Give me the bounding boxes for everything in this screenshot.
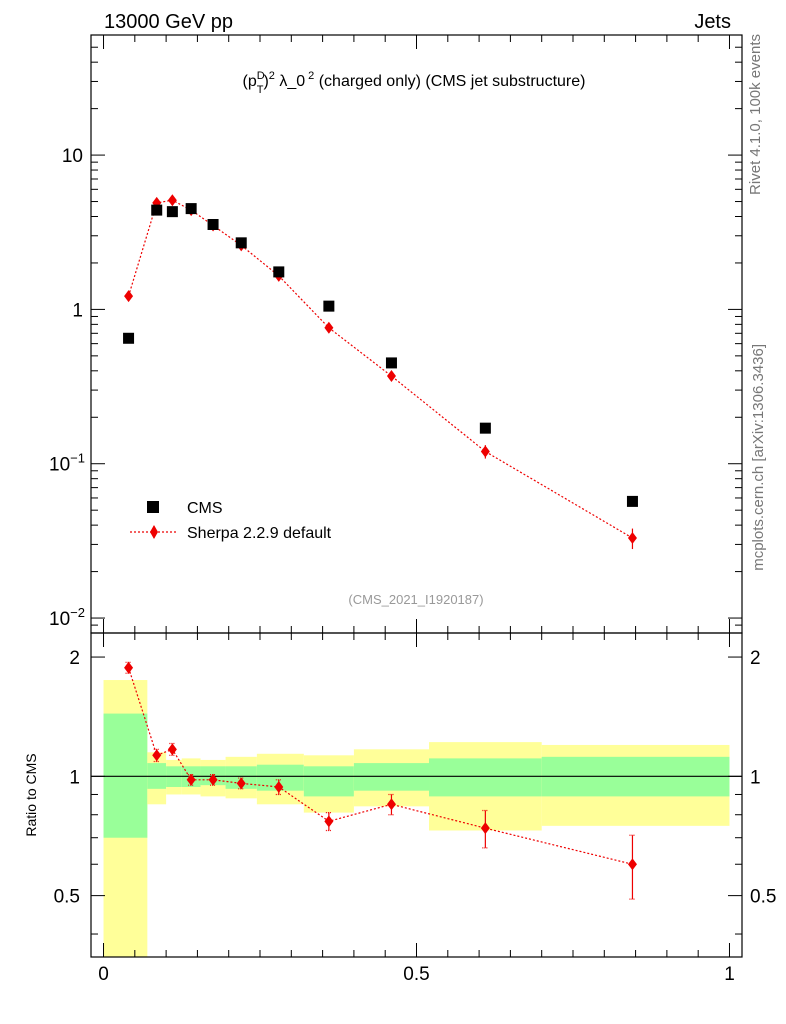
main-y-tick-labels: 10 1 10−1 10−2: [49, 146, 85, 630]
x-tick-label: 0: [98, 964, 109, 985]
ratio-y-tick-label-right: 2: [750, 648, 761, 669]
ratio-point: [324, 815, 334, 828]
ratio-ticks: [91, 633, 742, 957]
cms-point: [123, 332, 135, 344]
cms-point: [273, 266, 285, 278]
main-panel: 10 1 10−1 10−2 (CMS_2021_I1920187): [49, 34, 743, 634]
cms-point: [323, 300, 335, 312]
ratio-y-tick-label: 1: [69, 767, 80, 788]
rivet-label: Rivet 4.1.0, 100k events: [747, 34, 764, 195]
y-tick-label: 10−2: [49, 605, 85, 630]
cms-point: [185, 203, 197, 215]
header-right: Jets: [694, 11, 731, 33]
legend-mc-label: Sherpa 2.2.9 default: [187, 525, 332, 542]
ratio-point: [386, 798, 396, 811]
mc-point: [386, 370, 396, 383]
y-tick-label: 10: [62, 146, 83, 167]
y-tick-label: 1: [72, 300, 83, 321]
ratio-ylabel: Ratio to CMS: [23, 753, 39, 836]
mc-line: [127, 199, 633, 539]
header-left: 13000 GeV pp: [104, 11, 233, 33]
ratio-y-tick-label: 2: [69, 648, 80, 669]
mcplots-label: mcplots.cern.ch [arXiv:1306.3436]: [750, 344, 767, 571]
ratio-y-tick-label-right: 1: [750, 767, 761, 788]
x-tick-label: 0.5: [403, 964, 429, 985]
ratio-point: [480, 822, 490, 835]
cms-point: [151, 204, 163, 216]
mc-point: [627, 532, 637, 545]
cms-point: [626, 495, 638, 507]
band-inner: [103, 713, 148, 838]
ratio-point: [274, 780, 284, 793]
legend-mc-marker: [150, 525, 158, 539]
ratio-point: [186, 773, 196, 786]
cms-point: [207, 218, 219, 230]
main-marks: [123, 194, 638, 550]
band-inner: [303, 766, 354, 797]
ratio-x-tick-labels: 0 0.5 1: [98, 964, 735, 985]
mc-point: [480, 445, 490, 458]
ratio-point: [167, 743, 177, 756]
cms-point: [385, 357, 397, 369]
mc-point: [124, 290, 134, 303]
ratio-y-tick-label: 0.5: [54, 887, 80, 908]
mc-point: [324, 321, 334, 334]
band-inner: [429, 758, 542, 797]
analysis-id: (CMS_2021_I1920187): [348, 592, 483, 607]
plot-title: (pD T)2 λ_0 2 (charged only) (CMS jet subs…: [243, 70, 586, 96]
legend-cms-label: CMS: [187, 500, 223, 517]
legend-cms-marker: [147, 501, 159, 513]
ratio-y-tick-labels: 0.5 0.5 1 1 2 2: [54, 648, 777, 908]
ratio-frame: [90, 632, 743, 958]
ratio-point: [124, 661, 134, 674]
cms-point: [479, 422, 491, 434]
ratio-bands: [91, 680, 742, 957]
x-tick-label: 1: [724, 964, 735, 985]
main-frame: [90, 34, 743, 634]
ratio-point: [627, 858, 637, 871]
ratio-point: [236, 777, 246, 790]
cms-point: [235, 237, 247, 249]
y-tick-label: 10−1: [49, 451, 85, 476]
mc-point: [167, 194, 177, 207]
main-ticks: [91, 34, 742, 634]
cms-point: [166, 206, 178, 218]
ratio-point: [208, 773, 218, 786]
legend: CMS Sherpa 2.2.9 default: [130, 500, 332, 542]
ratio-point: [152, 749, 162, 762]
ratio-y-tick-label-right: 0.5: [750, 887, 776, 908]
ratio-panel: 0.5 0.51 12 2 0 0.5 1 Ratio to CMS: [23, 632, 777, 985]
ratio-marks: [124, 661, 637, 900]
